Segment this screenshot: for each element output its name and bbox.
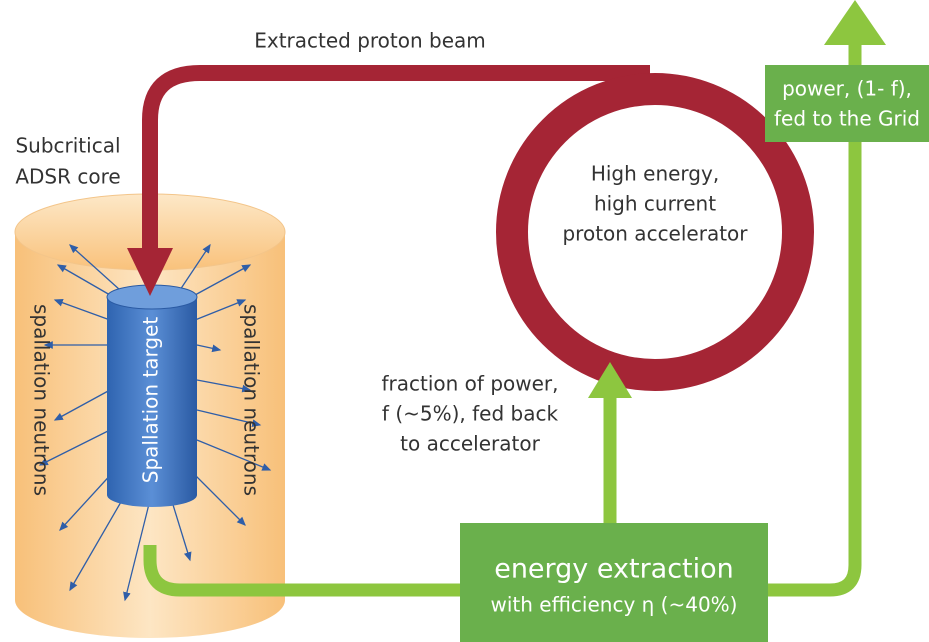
feedback-arrowhead (588, 362, 632, 398)
target-cylinder (106, 284, 198, 507)
target-label: Spallation target (139, 317, 163, 484)
grid-label: fed to the Grid (774, 107, 920, 131)
grid-label: power, (1- f), (782, 77, 912, 101)
power-lines (143, 40, 862, 597)
extraction-box (460, 523, 768, 642)
feedback-label: fraction of power, (382, 372, 559, 396)
accelerator-label: high current (594, 192, 716, 216)
neutron-arrows (38, 243, 272, 602)
grid-box (765, 65, 929, 142)
grid-arrowhead (824, 0, 886, 45)
feedback-label: f (~5%), fed back (382, 402, 559, 426)
accelerator-label: proton accelerator (562, 222, 748, 246)
feedback-label: to accelerator (400, 432, 540, 456)
beam-label: Extracted proton beam (254, 29, 486, 53)
extraction-subtitle: with efficiency η (~40%) (490, 593, 737, 617)
neutrons-right: spallation neutrons (240, 304, 264, 496)
extraction-title: energy extraction (494, 554, 734, 585)
neutrons-left: spallation neutrons (30, 304, 54, 496)
core-label: Subcritical (15, 134, 120, 158)
core-label: ADSR core (15, 165, 120, 189)
accelerator-label: High energy, (591, 162, 719, 186)
proton-beam (127, 65, 814, 391)
